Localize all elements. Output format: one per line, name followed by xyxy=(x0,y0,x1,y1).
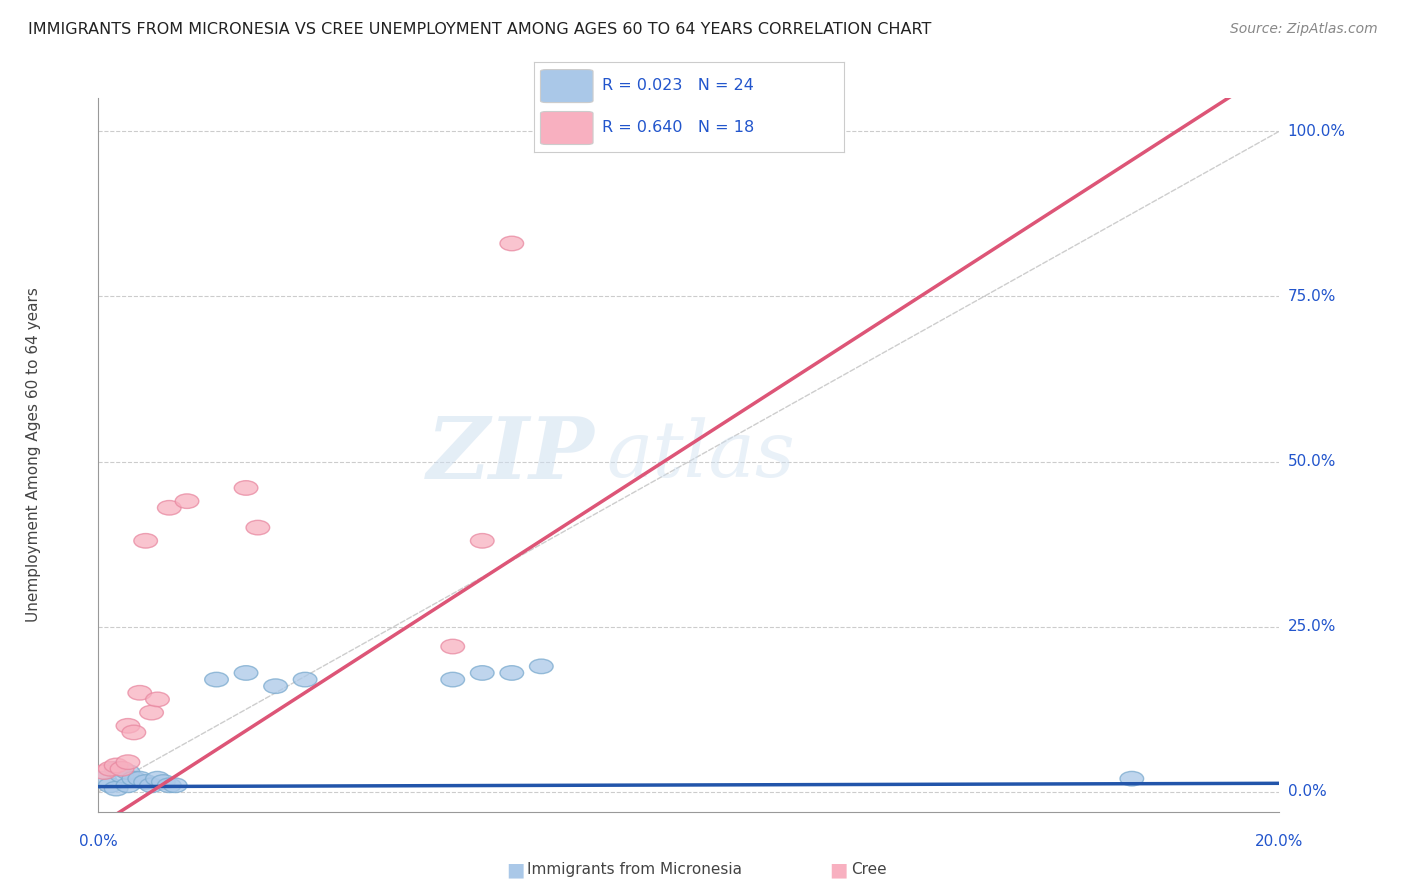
Ellipse shape xyxy=(117,719,139,733)
Text: atlas: atlas xyxy=(606,417,794,493)
Ellipse shape xyxy=(441,673,464,687)
Text: R = 0.023   N = 24: R = 0.023 N = 24 xyxy=(602,78,754,93)
Text: 20.0%: 20.0% xyxy=(1256,834,1303,849)
Ellipse shape xyxy=(93,772,117,786)
Ellipse shape xyxy=(530,659,553,673)
Ellipse shape xyxy=(157,500,181,515)
Text: Immigrants from Micronesia: Immigrants from Micronesia xyxy=(527,863,742,877)
Text: IMMIGRANTS FROM MICRONESIA VS CREE UNEMPLOYMENT AMONG AGES 60 TO 64 YEARS CORREL: IMMIGRANTS FROM MICRONESIA VS CREE UNEMP… xyxy=(28,22,932,37)
Ellipse shape xyxy=(104,781,128,796)
Text: ZIP: ZIP xyxy=(426,413,595,497)
Ellipse shape xyxy=(110,768,134,782)
Ellipse shape xyxy=(235,665,257,681)
Ellipse shape xyxy=(205,673,228,687)
Ellipse shape xyxy=(146,692,169,706)
Ellipse shape xyxy=(117,764,139,780)
Ellipse shape xyxy=(128,772,152,786)
Text: 100.0%: 100.0% xyxy=(1288,124,1346,138)
Ellipse shape xyxy=(139,778,163,793)
Ellipse shape xyxy=(246,520,270,535)
Ellipse shape xyxy=(134,533,157,548)
Ellipse shape xyxy=(128,686,152,700)
Ellipse shape xyxy=(471,665,494,681)
Text: 25.0%: 25.0% xyxy=(1288,619,1336,634)
Ellipse shape xyxy=(471,533,494,548)
Text: 0.0%: 0.0% xyxy=(79,834,118,849)
Text: 50.0%: 50.0% xyxy=(1288,454,1336,469)
Ellipse shape xyxy=(176,494,198,508)
Text: Unemployment Among Ages 60 to 64 years: Unemployment Among Ages 60 to 64 years xyxy=(25,287,41,623)
Ellipse shape xyxy=(122,772,146,786)
Text: ■: ■ xyxy=(506,860,524,880)
Ellipse shape xyxy=(117,755,139,770)
Ellipse shape xyxy=(294,673,316,687)
Ellipse shape xyxy=(157,778,181,793)
Text: 75.0%: 75.0% xyxy=(1288,289,1336,304)
Text: ■: ■ xyxy=(830,860,848,880)
Ellipse shape xyxy=(93,764,117,780)
Ellipse shape xyxy=(152,775,176,789)
Ellipse shape xyxy=(235,481,257,495)
Ellipse shape xyxy=(146,772,169,786)
Ellipse shape xyxy=(122,725,146,739)
Text: R = 0.640   N = 18: R = 0.640 N = 18 xyxy=(602,120,755,135)
Ellipse shape xyxy=(441,640,464,654)
Ellipse shape xyxy=(104,762,128,776)
Ellipse shape xyxy=(139,706,163,720)
Ellipse shape xyxy=(110,762,134,776)
Ellipse shape xyxy=(104,758,128,772)
Ellipse shape xyxy=(501,236,523,251)
Ellipse shape xyxy=(264,679,287,693)
Ellipse shape xyxy=(163,778,187,793)
Ellipse shape xyxy=(117,778,139,793)
FancyBboxPatch shape xyxy=(540,112,593,145)
Ellipse shape xyxy=(134,775,157,789)
FancyBboxPatch shape xyxy=(540,70,593,103)
Text: Cree: Cree xyxy=(851,863,886,877)
Ellipse shape xyxy=(501,665,523,681)
Ellipse shape xyxy=(98,762,122,776)
Text: 0.0%: 0.0% xyxy=(1288,784,1326,799)
Text: Source: ZipAtlas.com: Source: ZipAtlas.com xyxy=(1230,22,1378,37)
Ellipse shape xyxy=(1121,772,1143,786)
Ellipse shape xyxy=(98,778,122,793)
